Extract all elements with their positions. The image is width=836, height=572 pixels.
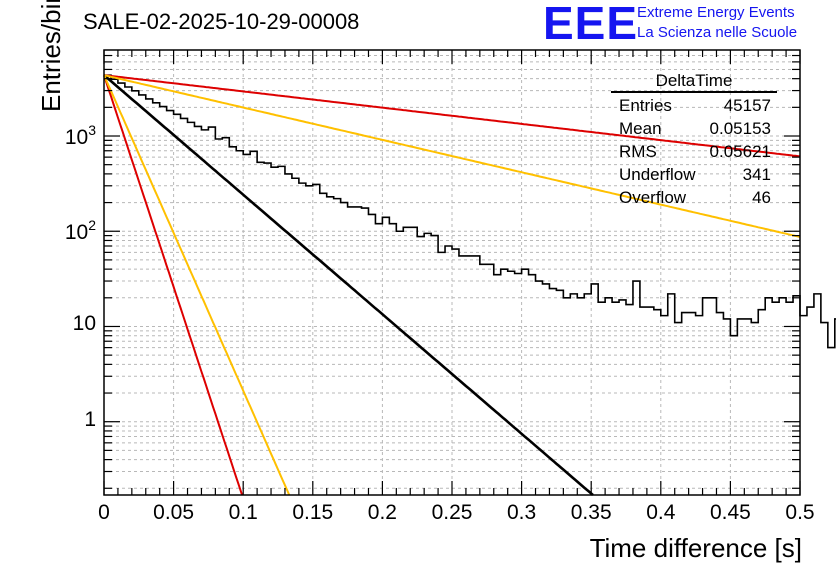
x-tick-label: 0.45 bbox=[709, 501, 751, 524]
stats-title: DeltaTime bbox=[611, 71, 777, 93]
fit-curve-fit bbox=[103, 74, 594, 496]
fit-curve-slow-orange bbox=[103, 74, 801, 238]
x-tick-label: 0.2 bbox=[367, 501, 397, 524]
stats-row: RMS 0.05621 bbox=[611, 140, 777, 163]
stats-value: 0.05621 bbox=[709, 142, 771, 161]
x-tick-label: 0.5 bbox=[785, 501, 815, 524]
chart-title: SALE-02-2025-10-29-00008 bbox=[83, 9, 360, 34]
stats-row: Mean 0.05153 bbox=[611, 117, 777, 140]
y-tick-label: 103 bbox=[64, 122, 96, 149]
fit-curves-layer bbox=[103, 74, 801, 496]
y-tick-label: 10 bbox=[72, 312, 96, 336]
fit-curve-slow-red bbox=[103, 74, 801, 158]
fit-curve-fast-red bbox=[103, 74, 244, 496]
stats-value: 46 bbox=[752, 188, 771, 207]
eee-logo: EEE bbox=[543, 0, 639, 49]
frame-layer bbox=[103, 49, 801, 496]
y-tick-label: 102 bbox=[64, 217, 96, 245]
x-tick-label: 0 bbox=[98, 501, 110, 524]
stats-key: RMS bbox=[619, 142, 657, 161]
x-tick-label: 0.4 bbox=[646, 501, 676, 524]
x-tick-label: 0.05 bbox=[153, 501, 195, 524]
stats-value: 0.05153 bbox=[709, 119, 771, 138]
stats-key: Overflow bbox=[619, 188, 687, 207]
x-tick-label: 0.1 bbox=[228, 501, 258, 524]
y-tick-label: 1 bbox=[84, 407, 96, 431]
stats-row: Entries 45157 bbox=[611, 94, 777, 117]
stats-key: Mean bbox=[619, 119, 662, 138]
x-axis-label: Time difference [s] bbox=[589, 533, 802, 563]
stats-key: Entries bbox=[619, 96, 672, 115]
histogram-layer bbox=[104, 74, 836, 349]
histogram-steps bbox=[104, 74, 836, 349]
y-axis-label: Entries/bin bbox=[36, 0, 66, 112]
stats-row: Overflow 46 bbox=[611, 186, 777, 209]
x-tick-label: 0.35 bbox=[570, 501, 612, 524]
stats-value: 341 bbox=[742, 165, 771, 184]
grid-layer bbox=[104, 50, 800, 495]
stats-value: 45157 bbox=[723, 96, 771, 115]
stats-row: Underflow 341 bbox=[611, 163, 777, 186]
x-tick-label: 0.15 bbox=[292, 501, 334, 524]
x-tick-label: 0.25 bbox=[431, 501, 473, 524]
fit-curve-fast-orange bbox=[103, 74, 291, 496]
logo-text-line1: Extreme Energy Events bbox=[637, 4, 795, 21]
logo-text-line2: La Scienza nelle Scuole bbox=[637, 24, 798, 41]
stats-box: DeltaTime Entries 45157 Mean 0.05153 RMS… bbox=[611, 71, 777, 209]
stats-key: Underflow bbox=[619, 165, 696, 184]
x-tick-label: 0.3 bbox=[506, 501, 537, 524]
